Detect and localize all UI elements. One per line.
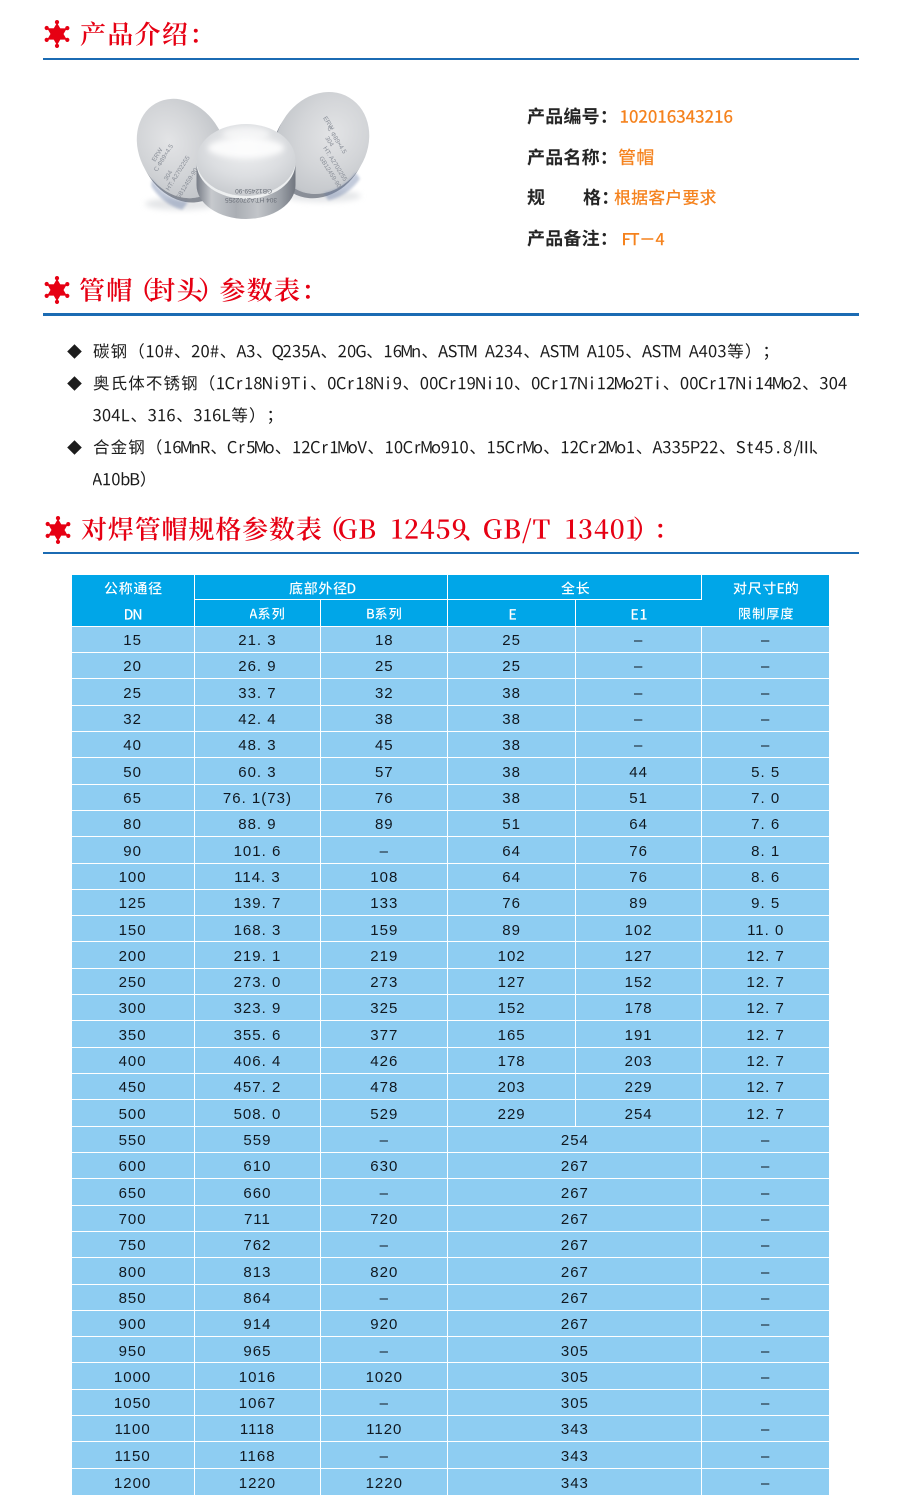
svg-text:304: 304 — [163, 169, 175, 182]
svg-text:GB12459-90: GB12459-90 — [235, 187, 272, 194]
svg-text:304: 304 — [323, 135, 335, 148]
svg-text:304 HT:A2702255: 304 HT:A2702255 — [225, 196, 277, 203]
